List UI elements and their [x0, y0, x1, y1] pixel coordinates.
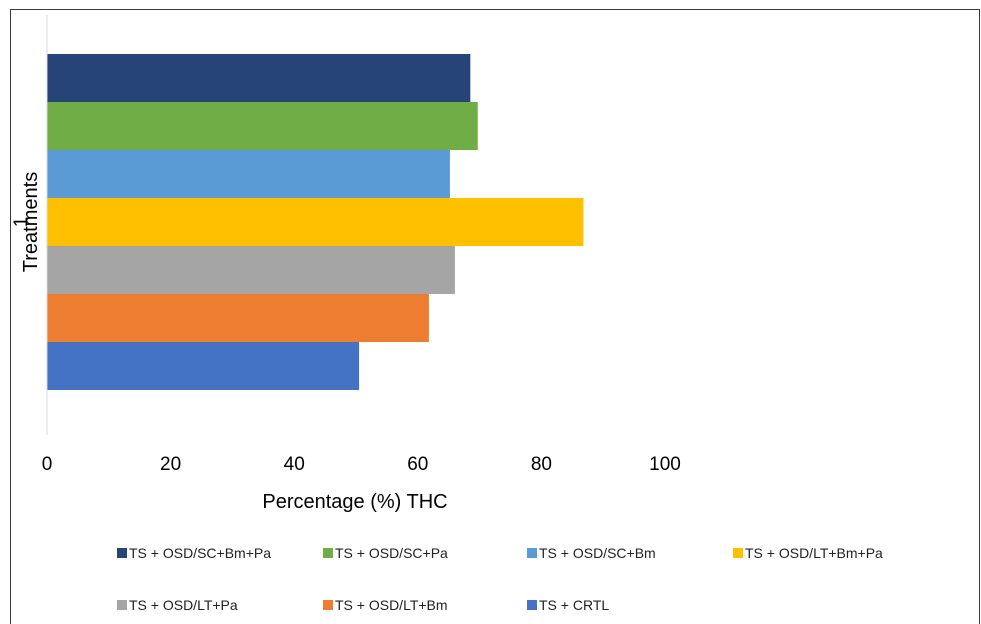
x-axis-title: Percentage (%) THC: [262, 491, 447, 513]
bar-3: [47, 150, 450, 198]
chart-frame: [10, 9, 980, 624]
bar-5: [47, 246, 455, 294]
bars-group: [47, 54, 584, 390]
x-tick-label: 20: [160, 454, 181, 475]
x-tick-labels: 0 20 40 60 80 100: [42, 454, 681, 475]
x-tick-label: 40: [284, 454, 305, 475]
bar-1: [47, 54, 471, 102]
bar-4: [47, 198, 584, 246]
x-tick-label: 100: [649, 454, 681, 475]
y-tick-label: 1: [11, 217, 32, 228]
bar-2: [47, 102, 478, 150]
bar-7: [47, 342, 360, 390]
bar-6: [47, 294, 429, 342]
y-axis-title: Treatments: [20, 172, 42, 272]
x-tick-label: 80: [531, 454, 552, 475]
x-tick-label: 0: [42, 454, 53, 475]
x-tick-label: 60: [407, 454, 428, 475]
